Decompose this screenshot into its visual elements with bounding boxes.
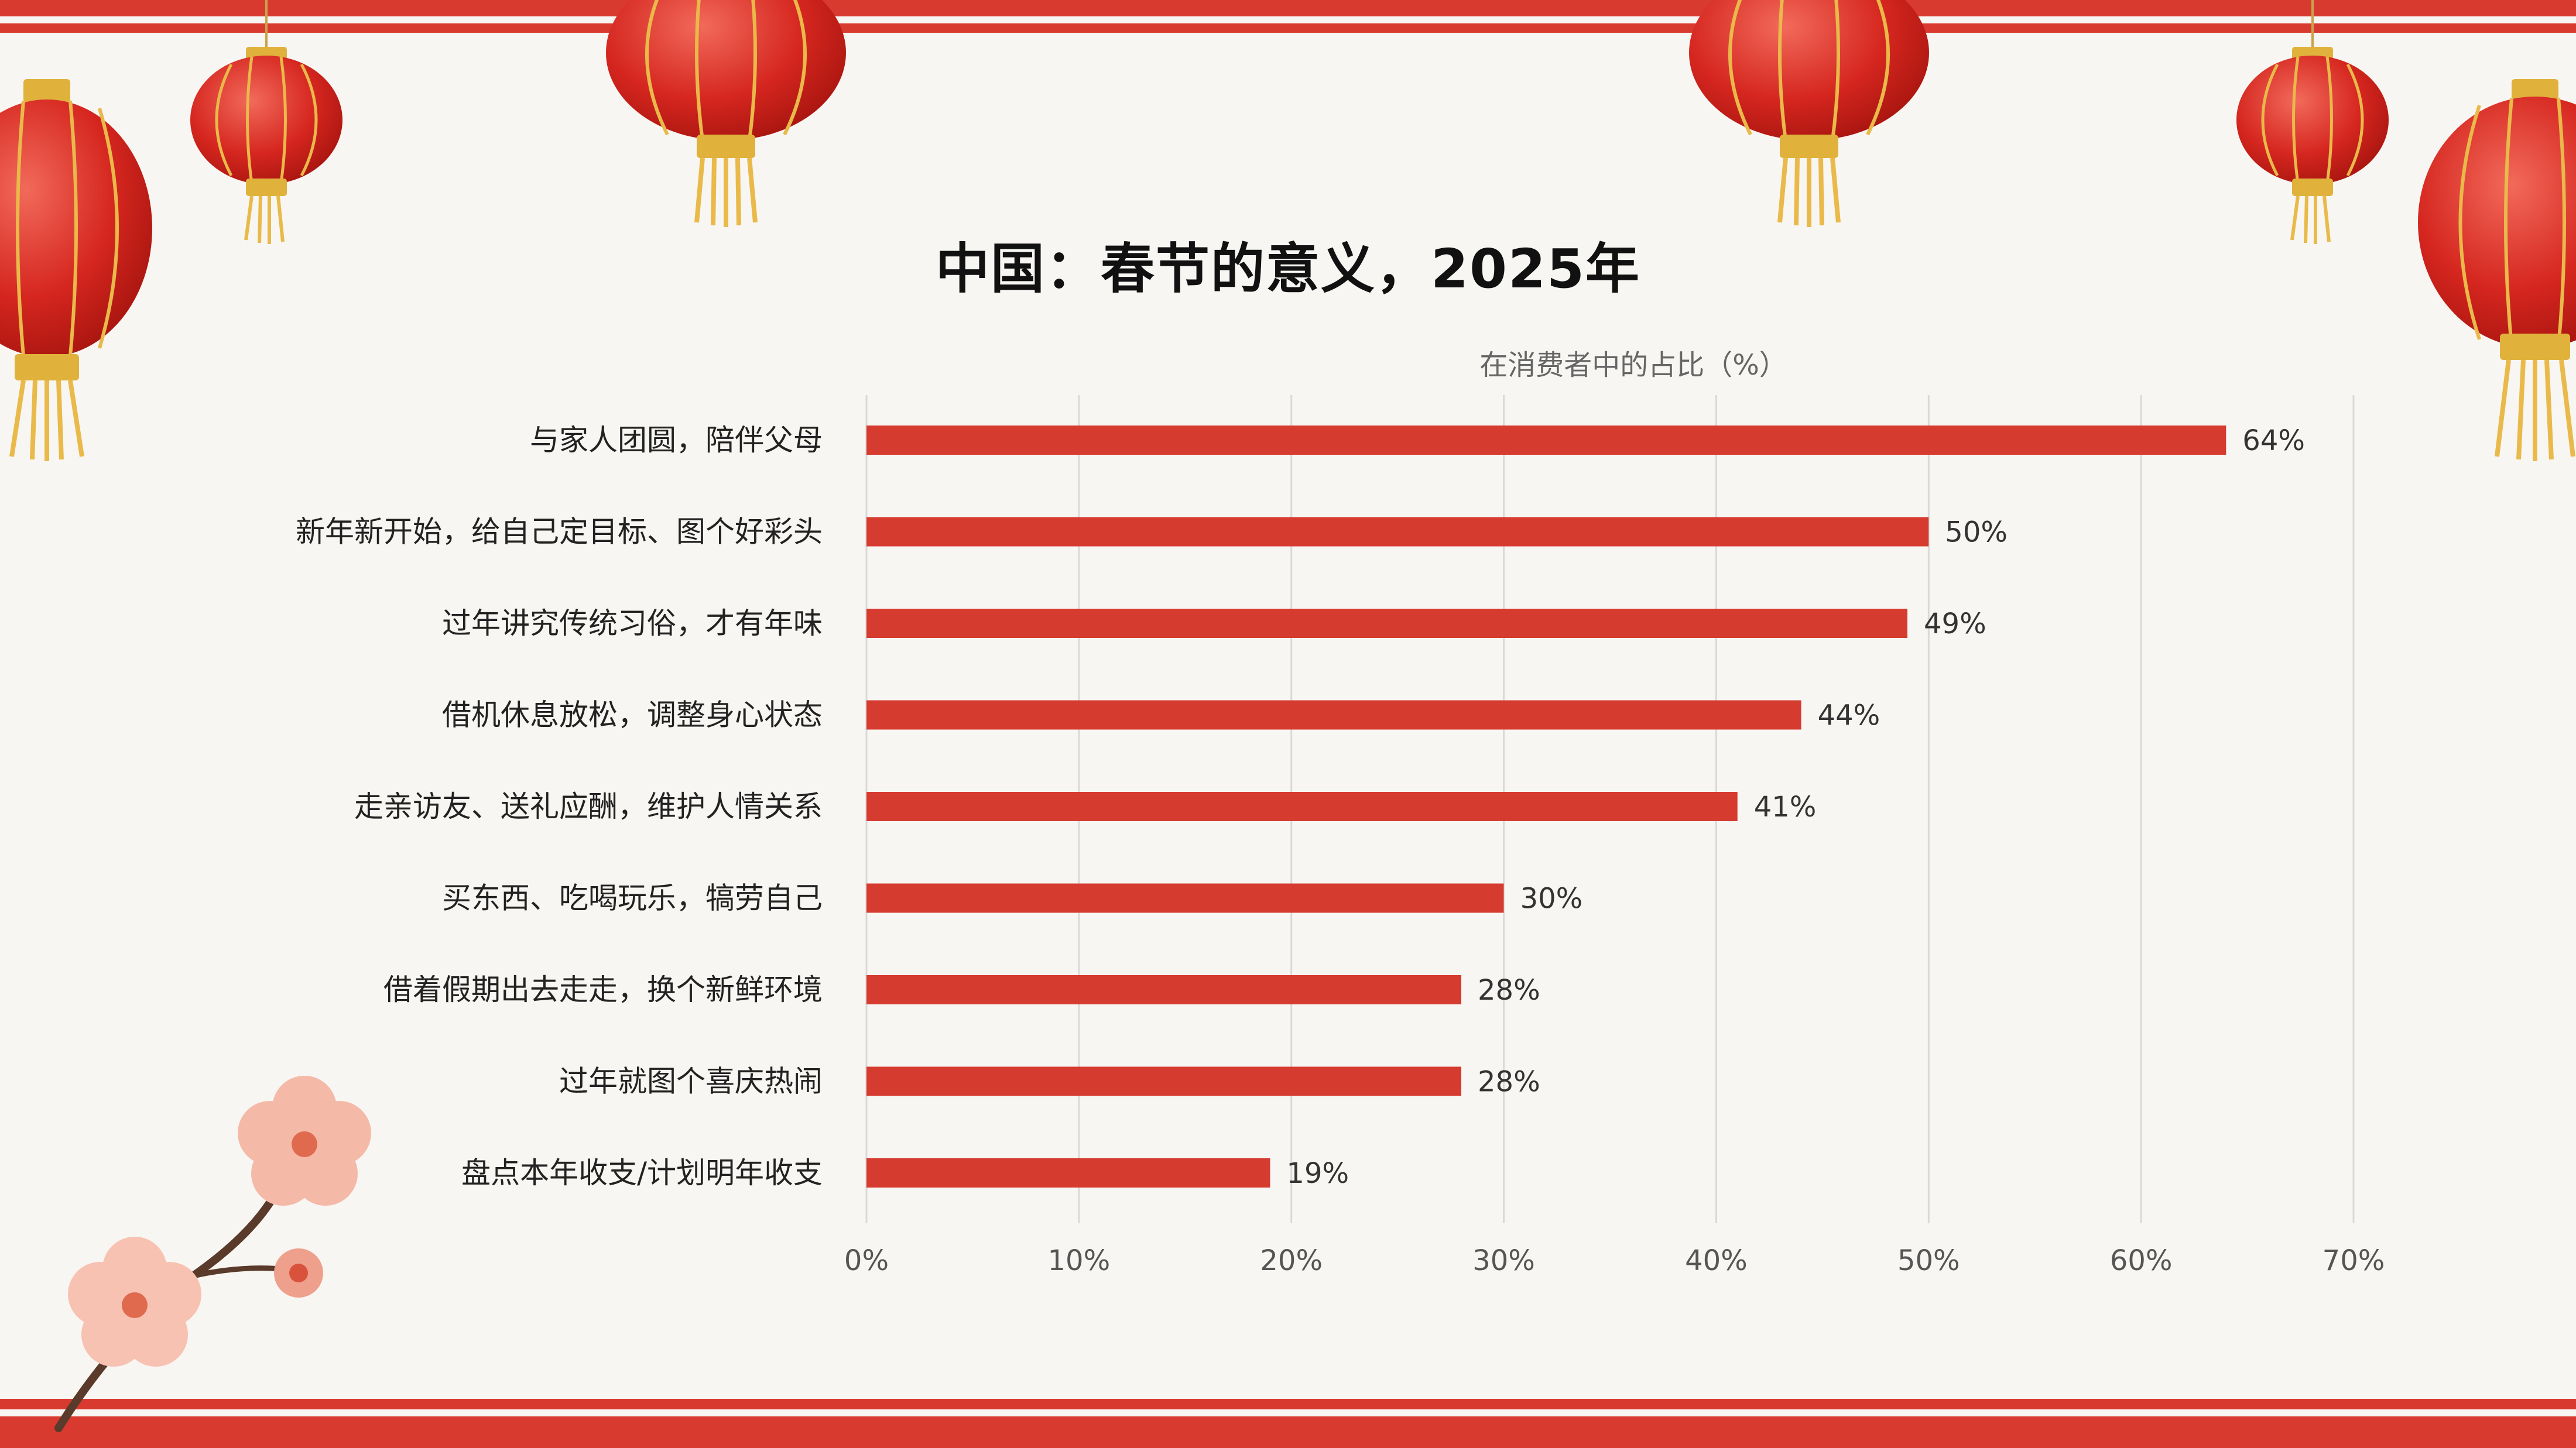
bar [866, 792, 1738, 821]
value-label: 30% [1520, 883, 1583, 915]
x-axis-title: 在消费者中的占比（%） [1479, 349, 1787, 382]
category-label: 买东西、吃喝玩乐，犒劳自己 [442, 881, 823, 915]
category-label: 借着假期出去走走，换个新鲜环境 [383, 973, 823, 1007]
value-label: 64% [2242, 424, 2305, 457]
bar [866, 517, 1929, 547]
bar [866, 883, 1504, 913]
red-lantern-icon [2236, 0, 2389, 244]
bar [866, 975, 1461, 1004]
value-label: 50% [1945, 516, 2008, 549]
value-label: 41% [1754, 791, 1817, 823]
value-label: 44% [1818, 699, 1880, 732]
value-label: 28% [1478, 974, 1540, 1007]
x-tick-label: 30% [1472, 1244, 1535, 1277]
labels: 0% 10% 20% 30% 40% 50% 60% 70% 与家人团圆，陪伴父母 64% 新年新开… [296, 423, 2385, 1277]
x-tick-label: 50% [1897, 1244, 1960, 1277]
bar [866, 1066, 1461, 1096]
x-tick-label: 20% [1260, 1244, 1323, 1277]
category-label: 新年新开始，给自己定目标、图个好彩头 [296, 515, 823, 549]
category-label: 走亲访友、送礼应酬，维护人情关系 [354, 790, 823, 823]
category-label: 借机休息放松，调整身心状态 [442, 698, 823, 732]
bars [866, 426, 2226, 1188]
category-label: 过年就图个喜庆热闹 [559, 1065, 823, 1099]
category-label: 与家人团圆，陪伴父母 [530, 423, 823, 457]
value-label: 19% [1286, 1157, 1349, 1190]
x-tick-label: 70% [2322, 1244, 2385, 1277]
top-border-band [0, 0, 2576, 41]
bar [866, 700, 1801, 730]
red-lantern-icon [1689, 0, 1929, 227]
bar [866, 609, 1907, 638]
red-lantern-icon [2418, 79, 2576, 461]
x-tick-label: 60% [2110, 1244, 2173, 1277]
bottom-border-band [0, 1399, 2576, 1448]
chart-title: 中国：春节的意义，2025年 [935, 238, 1641, 300]
category-label: 过年讲究传统习俗，才有年味 [442, 606, 823, 640]
x-tick-label: 0% [844, 1244, 889, 1277]
plum-blossom-icon [54, 1076, 371, 1432]
value-label: 49% [1924, 608, 1986, 640]
red-lantern-icon [190, 0, 342, 244]
bar [866, 1158, 1270, 1188]
x-tick-label: 40% [1685, 1244, 1748, 1277]
red-lantern-icon [606, 0, 846, 227]
category-label: 盘点本年收支/计划明年收支 [461, 1156, 823, 1190]
x-tick-label: 10% [1048, 1244, 1111, 1277]
red-lantern-icon [0, 79, 152, 461]
bar [866, 426, 2226, 455]
value-label: 28% [1478, 1066, 1540, 1099]
